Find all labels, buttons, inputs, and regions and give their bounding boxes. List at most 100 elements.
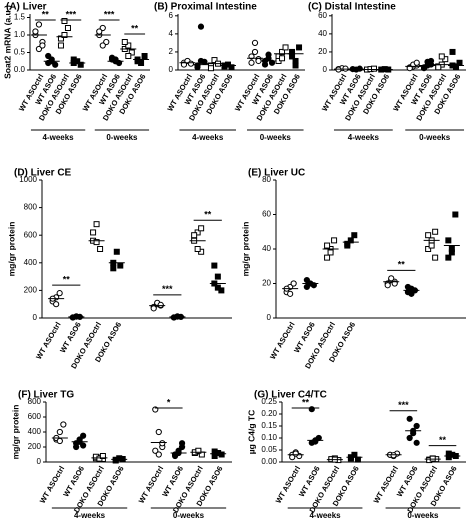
panel-title: (A) Liver [6, 2, 47, 13]
y-axis-label: mg/gr protein [10, 405, 20, 460]
data-point [312, 438, 319, 445]
x-tick-label: WT ASOctrl [137, 464, 165, 504]
data-point [425, 246, 432, 252]
data-point [157, 301, 164, 308]
data-point [384, 282, 391, 289]
x-tick-label: WT ASOctrl [38, 464, 66, 504]
data-point [93, 239, 100, 246]
data-point [331, 237, 338, 244]
data-point [413, 59, 420, 66]
data-point [388, 275, 395, 282]
y-tick-label: 60 [318, 11, 327, 20]
y-tick-label: 0.0 [14, 65, 26, 74]
x-tick-label: WT ASOctrl [372, 464, 400, 504]
y-tick-label: 0.05 [261, 445, 277, 454]
data-point [445, 237, 452, 244]
y-tick-label: 400 [24, 258, 38, 267]
significance-label: ** [63, 275, 71, 285]
data-point [64, 25, 71, 31]
data-point [282, 44, 289, 51]
data-point [413, 422, 420, 430]
data-point [221, 63, 228, 70]
data-point [125, 53, 132, 59]
data-point [406, 434, 413, 442]
period-label: 4-weeks [192, 133, 224, 142]
data-point [324, 242, 331, 249]
period-label: 0-weeks [106, 133, 138, 142]
data-point [39, 42, 46, 49]
data-point [174, 313, 181, 320]
y-tick-label: 0.25 [261, 397, 277, 406]
data-point [445, 254, 452, 261]
data-point [90, 229, 97, 236]
data-point [61, 32, 68, 38]
significance-label: *** [104, 9, 115, 19]
significance-label: ** [398, 260, 406, 270]
data-point [93, 221, 100, 228]
data-point [195, 447, 202, 454]
data-point [445, 450, 452, 457]
data-point [327, 249, 334, 256]
data-point [432, 254, 439, 261]
panel-title: (B) Proximal Intestine [154, 2, 257, 13]
data-point [194, 246, 201, 252]
data-point [77, 61, 84, 68]
data-point [279, 48, 286, 55]
y-tick-label: 40 [318, 29, 327, 38]
significance-label: ** [439, 435, 447, 445]
y-tick-label: 20 [262, 279, 271, 288]
panel-title: (E) Liver UC [248, 168, 305, 179]
data-point [347, 237, 354, 244]
data-point [261, 61, 269, 68]
data-point [296, 44, 303, 51]
data-point [99, 42, 106, 49]
data-point [218, 451, 225, 458]
data-point [251, 39, 259, 47]
data-point [404, 283, 412, 291]
data-point [251, 48, 259, 56]
data-point [406, 65, 413, 72]
data-point [413, 439, 420, 446]
data-point [125, 42, 132, 49]
data-point [152, 447, 159, 454]
y-tick-label: 600 [24, 230, 38, 239]
data-point [428, 242, 435, 249]
period-label: 0-weeks [173, 511, 205, 520]
y-tick-label: 600 [28, 412, 42, 421]
data-point [155, 451, 162, 458]
data-point [52, 61, 59, 68]
data-point [248, 59, 255, 66]
data-point [80, 432, 87, 439]
data-point [99, 453, 106, 459]
data-point [453, 64, 460, 71]
data-point [449, 48, 456, 55]
y-tick-label: 0.00 [261, 457, 277, 466]
data-point [214, 273, 221, 280]
panel-title: (F) Liver TG [18, 390, 74, 401]
data-point [56, 437, 63, 445]
y-tick-label: 6 [169, 11, 174, 20]
significance-label: *** [398, 400, 409, 410]
y-axis-label: mg/gr protein [6, 222, 16, 277]
data-point [117, 262, 124, 269]
y-tick-label: 1000 [19, 175, 37, 184]
y-tick-label: 1.5 [14, 13, 26, 22]
data-point [56, 428, 63, 436]
significance-label: ** [302, 397, 310, 407]
y-tick-label: 0 [33, 313, 38, 322]
data-point [45, 52, 52, 60]
data-point [290, 280, 297, 287]
period-label: 0-weeks [260, 133, 292, 142]
data-point [155, 428, 162, 436]
data-point [410, 430, 417, 437]
data-point [112, 457, 119, 464]
data-point [448, 249, 455, 256]
data-point [255, 57, 262, 65]
data-point [292, 450, 299, 457]
data-point [347, 455, 354, 462]
data-point [96, 28, 103, 35]
data-point [248, 53, 255, 60]
data-point [180, 61, 188, 68]
data-point [287, 290, 294, 297]
data-point [435, 64, 442, 71]
